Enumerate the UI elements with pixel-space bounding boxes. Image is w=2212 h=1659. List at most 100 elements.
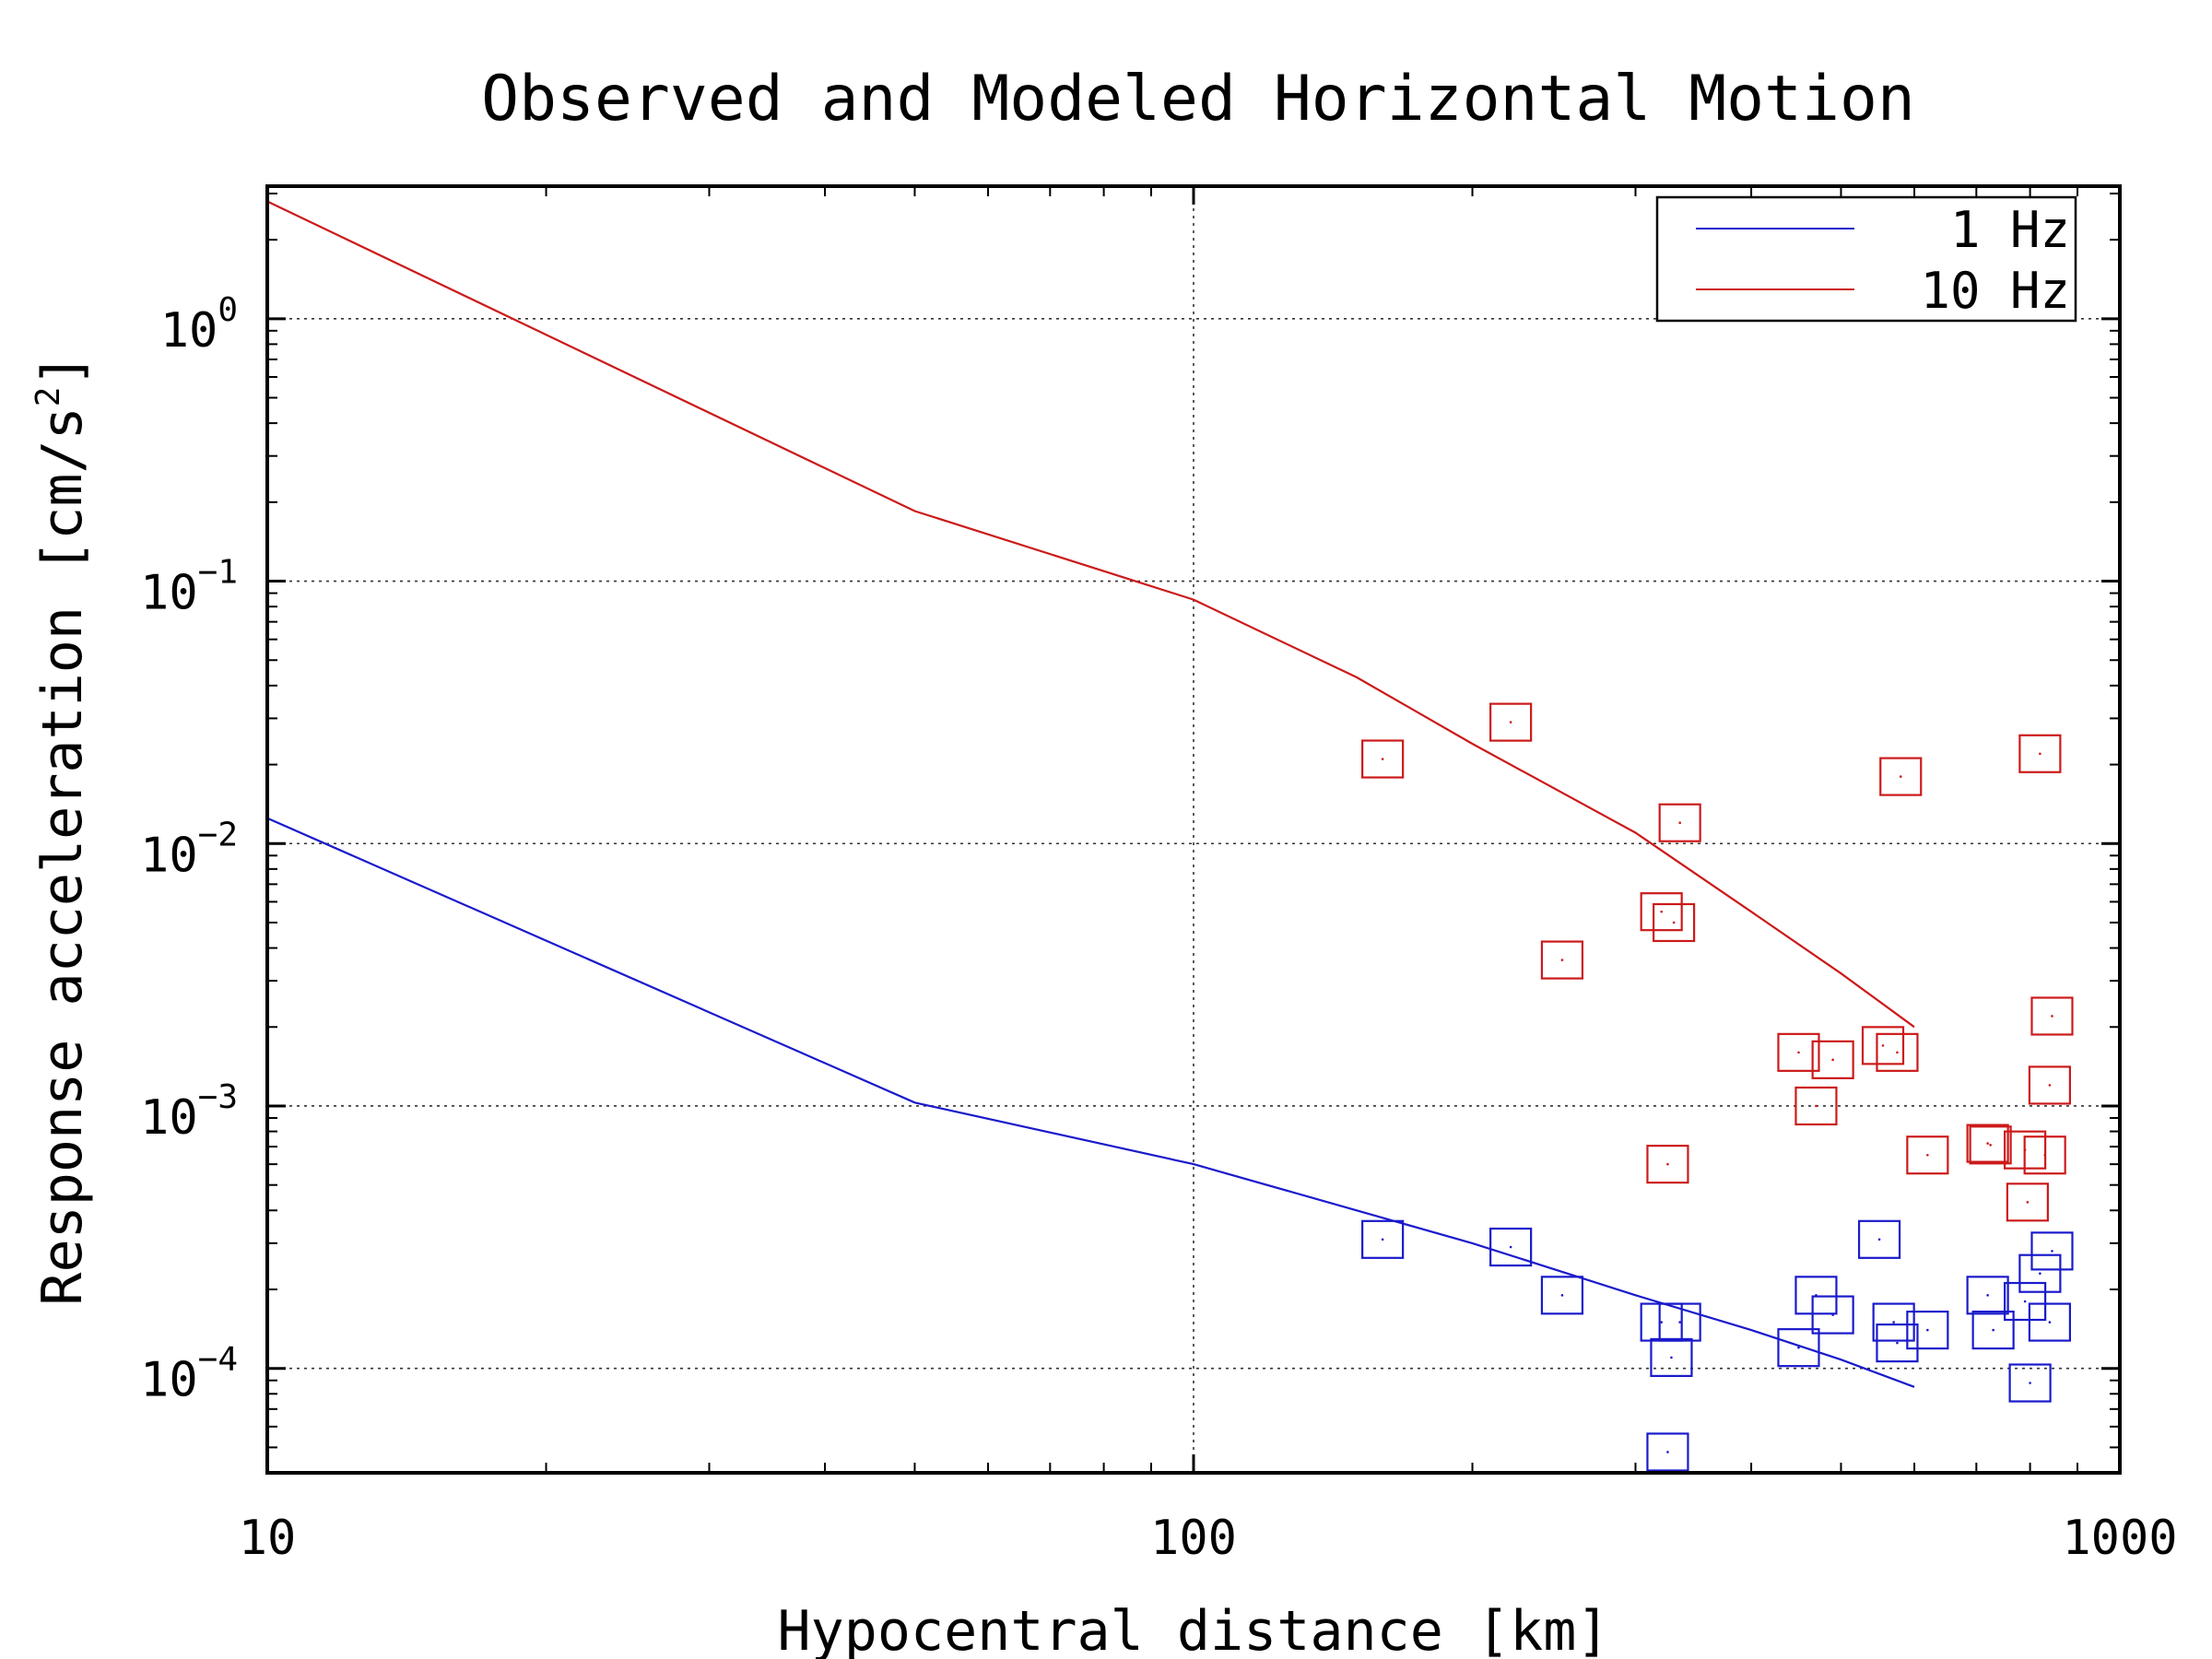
observed-point-10hz [2030,996,2074,1036]
observed-point-center-10hz [1881,1044,1885,1047]
plot-frame [265,184,2122,1475]
observed-point-1hz [1540,1276,1584,1315]
observed-point-10hz [1640,892,1683,932]
observed-point-center-10hz [1896,1051,1899,1054]
observed-point-center-1hz [1896,1341,1899,1345]
observed-point-center-1hz [1666,1451,1669,1453]
x-tick-label: 1000 [2062,1511,2177,1566]
observed-point-1hz [1650,1337,1693,1378]
observed-point-center-1hz [2029,1382,2031,1384]
observed-point-center-10hz [1678,821,1681,825]
observed-point-1hz [1876,1324,1919,1363]
observed-point-1hz [1966,1276,2009,1315]
observed-point-1hz [1811,1295,1854,1335]
y-axis-label-main: Response acceleration [cm/s [30,406,95,1305]
observed-point-center-1hz [1381,1238,1384,1241]
observed-point-center-10hz [1381,758,1384,760]
legend-box [1655,195,2077,323]
observed-point-center-10hz [1899,775,1902,778]
observed-point-center-1hz [1986,1294,1989,1297]
observed-point-10hz [2006,1182,2049,1222]
observed-point-1hz [2028,1302,2072,1342]
y-tick-label: 10−2 [140,816,238,883]
observed-point-1hz [1777,1328,1820,1368]
observed-point-center-1hz [1560,1294,1564,1297]
y-axis-label-end: ] [30,353,95,386]
observed-point-center-10hz [1926,1153,1929,1157]
observed-point-10hz [1906,1135,1949,1175]
observed-point-center-10hz [2048,1084,2052,1087]
observed-point-10hz [1653,902,1696,943]
y-tick-exponent: −4 [198,1341,238,1379]
y-tick-base: 10 [140,1090,198,1146]
observed-point-center-10hz [2051,1015,2053,1018]
observed-point-center-1hz [2023,1300,2027,1303]
y-tick-base: 10 [140,828,198,883]
observed-point-1hz [2004,1281,2047,1322]
observed-point-center-1hz [1992,1328,1994,1332]
y-tick-exponent: 0 [218,291,238,329]
observed-point-10hz [2028,1065,2072,1105]
legend-label-1hz: 1 Hz [1950,201,2070,259]
observed-point-10hz [1646,1145,1689,1184]
observed-point-center-1hz [2051,1250,2053,1253]
observed-point-center-10hz [1831,1058,1834,1062]
observed-point-1hz [1361,1219,1405,1259]
observed-point-10hz [1489,702,1533,742]
observed-point-center-10hz [1815,1104,1818,1108]
observed-point-10hz [1969,1125,2012,1165]
observed-point-center-1hz [1509,1245,1512,1249]
observed-point-center-10hz [1660,910,1663,913]
series-layer [267,200,2074,1472]
observed-point-center-10hz [2039,752,2041,756]
observed-point-1hz [1489,1227,1533,1267]
x-tick-label: 100 [1150,1511,1237,1566]
observed-point-center-1hz [2048,1321,2052,1324]
observed-point-center-1hz [1797,1346,1800,1349]
x-tick-label: 10 [239,1511,297,1566]
observed-point-center-10hz [1672,921,1676,924]
observed-point-center-1hz [1670,1356,1673,1359]
model-line-1hz [267,817,1915,1388]
chart-title: Observed and Modeled Horizontal Motion [481,63,1915,135]
observed-point-1hz [1971,1310,2015,1350]
observed-point-center-1hz [1926,1328,1929,1332]
observed-point-10hz [1794,1086,1838,1126]
observed-point-1hz [1658,1302,1701,1342]
observed-point-1hz [1857,1219,1901,1259]
observed-point-1hz [1646,1432,1689,1472]
observed-point-10hz [1811,1040,1854,1079]
observed-point-center-10hz [2026,1201,2030,1204]
y-tick-exponent: −1 [198,554,238,592]
observed-point-10hz [1966,1124,2009,1163]
observed-point-center-1hz [1877,1238,1881,1241]
x-axis-label: Hypocentral distance [km] [777,1599,1609,1659]
observed-point-center-1hz [1660,1321,1663,1324]
observed-point-10hz [1658,803,1701,842]
observed-point-center-10hz [1989,1144,1992,1147]
y-tick-base: 10 [140,1353,198,1408]
observed-point-center-10hz [2043,1153,2046,1157]
y-tick-label: 100 [160,291,238,359]
legend: 1 Hz 10 Hz [1655,195,2077,323]
observed-point-1hz [1906,1310,1949,1350]
y-axis-label: Response acceleration [cm/s2] [29,353,95,1305]
observed-point-10hz [2018,734,2062,773]
observed-point-10hz [1879,757,1923,796]
observed-point-10hz [2023,1135,2066,1175]
y-tick-exponent: −2 [198,816,238,853]
y-tick-base: 10 [140,566,198,621]
observed-point-10hz [1540,940,1584,980]
observed-point-center-1hz [1892,1321,1895,1324]
y-tick-label: 10−4 [140,1341,238,1408]
model-line-10hz [267,200,1915,1029]
observed-point-center-10hz [1797,1051,1800,1054]
observed-point-10hz [1777,1032,1820,1072]
y-tick-base: 10 [160,303,218,359]
observed-point-center-10hz [1509,721,1512,724]
observed-point-1hz [1794,1276,1838,1315]
x-tick-labels: 10 100 1000 [239,1511,2178,1566]
y-tick-label: 10−3 [140,1078,238,1146]
y-tick-exponent: −3 [198,1078,238,1116]
